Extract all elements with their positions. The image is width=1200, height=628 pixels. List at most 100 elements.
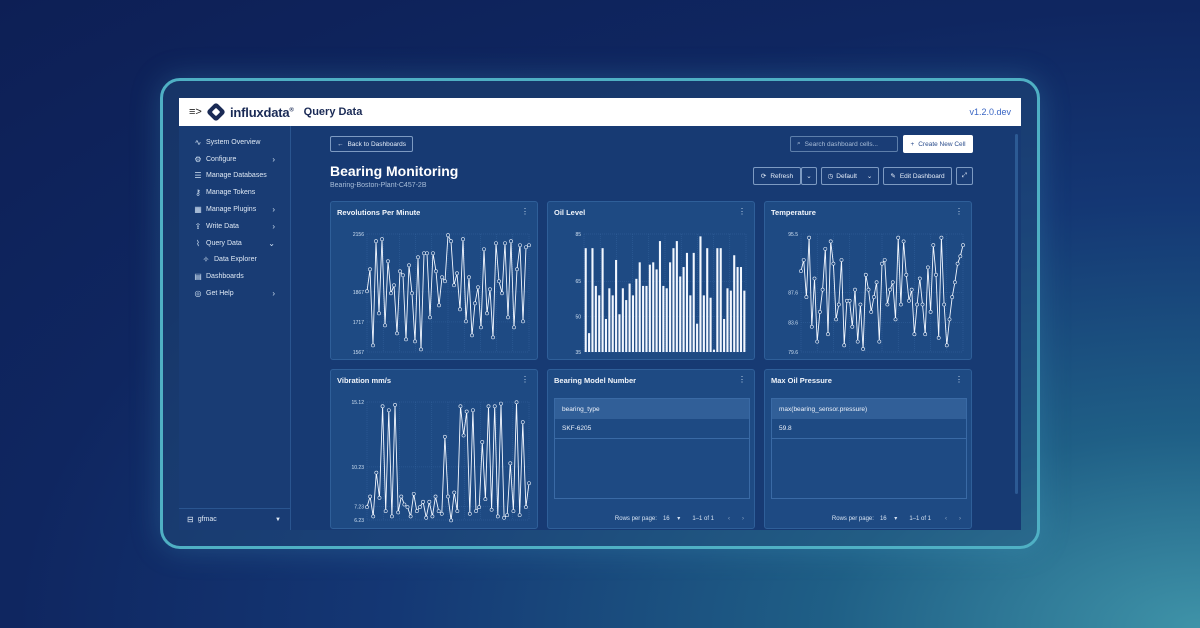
data-point[interactable] [488,287,492,292]
data-point[interactable] [383,323,387,328]
data-point[interactable] [442,434,447,439]
data-point[interactable] [815,339,820,344]
bar[interactable] [588,333,591,352]
more-vertical-icon[interactable]: ⋮ [521,207,529,216]
bar[interactable] [625,300,628,352]
data-point[interactable] [863,272,868,277]
bar[interactable] [655,269,658,352]
data-point[interactable] [410,291,414,296]
data-point[interactable] [427,499,432,504]
data-point[interactable] [396,510,401,515]
data-point[interactable] [436,509,441,514]
data-point[interactable] [486,404,491,409]
data-point[interactable] [818,310,822,314]
data-point[interactable] [452,490,457,495]
fullscreen-button[interactable]: ⤢ [956,167,973,185]
bar[interactable] [685,252,689,352]
bar[interactable] [733,255,736,352]
data-point[interactable] [446,494,450,499]
data-point[interactable] [368,494,373,499]
sidebar-item-get-help[interactable]: ◎ Get Help › [179,285,290,302]
data-point[interactable] [527,481,531,486]
data-point[interactable] [464,409,469,414]
bar[interactable] [598,295,601,352]
data-point[interactable] [506,315,510,320]
data-point[interactable] [882,258,887,262]
data-point[interactable] [443,279,447,284]
data-point[interactable] [961,243,965,248]
data-point[interactable] [495,514,500,519]
data-point[interactable] [437,303,441,308]
data-point[interactable] [489,507,494,512]
data-point[interactable] [515,267,519,272]
data-point[interactable] [380,237,384,242]
bar[interactable] [648,264,651,352]
data-point[interactable] [866,287,871,292]
bar[interactable] [658,241,662,352]
data-point[interactable] [950,295,955,299]
bar[interactable] [631,295,635,352]
rows-per-page-select[interactable]: 16 ▾ [879,516,898,522]
data-point[interactable] [898,302,903,307]
data-point[interactable] [421,499,425,504]
bar[interactable] [709,297,712,352]
bar[interactable] [635,278,638,352]
data-point[interactable] [392,283,396,288]
bar[interactable] [679,276,682,352]
next-page-icon[interactable]: › [742,515,744,522]
data-point[interactable] [874,280,879,285]
data-point[interactable] [491,335,495,340]
data-point[interactable] [492,404,497,409]
more-vertical-icon[interactable]: ⋮ [738,207,746,216]
bar[interactable] [601,248,604,352]
bar[interactable] [645,285,648,352]
data-point[interactable] [365,289,369,294]
bar[interactable] [692,252,695,352]
data-point[interactable] [390,514,394,519]
data-point[interactable] [474,509,478,514]
data-point[interactable] [809,324,814,329]
bar[interactable] [739,267,743,352]
refresh-interval-dropdown[interactable]: ⌄ [801,167,817,185]
data-point[interactable] [430,514,435,519]
collapse-menu-icon[interactable]: ≡> [189,105,202,118]
data-point[interactable] [925,265,930,270]
data-point[interactable] [872,295,876,299]
data-point[interactable] [524,245,528,250]
data-point[interactable] [371,514,376,519]
prev-page-icon[interactable]: ‹ [728,515,730,522]
data-point[interactable] [455,509,460,514]
sidebar-item-system-overview[interactable]: ∿ System Overview [179,134,290,151]
data-point[interactable] [374,470,379,475]
edit-dashboard-button[interactable]: ✎ Edit Dashboard [883,167,952,185]
data-point[interactable] [928,310,933,314]
data-point[interactable] [482,247,486,252]
time-range-dropdown[interactable]: ◷ Default ⌄ [821,167,879,185]
data-point[interactable] [413,339,417,344]
data-point[interactable] [411,491,416,496]
data-point[interactable] [497,279,501,284]
data-point[interactable] [939,235,944,240]
data-point[interactable] [523,505,528,510]
bar[interactable] [591,248,594,352]
data-point[interactable] [896,235,901,240]
data-point[interactable] [847,298,852,303]
sidebar-item-query-data[interactable]: ⌇ Query Data ⌄ [179,235,290,252]
sidebar-item-manage-databases[interactable]: ☰ Manage Databases [179,168,290,185]
data-point[interactable] [449,239,453,244]
data-point[interactable] [470,333,474,338]
bar[interactable] [719,248,722,352]
bar[interactable] [726,288,729,352]
data-point[interactable] [402,502,407,507]
data-point[interactable] [433,494,438,499]
data-point[interactable] [455,271,459,276]
data-point[interactable] [861,347,866,351]
data-point[interactable] [377,495,382,500]
data-point[interactable] [399,494,404,499]
data-point[interactable] [880,261,884,266]
bar[interactable] [669,262,672,352]
bar[interactable] [652,262,655,352]
bar[interactable] [611,295,614,352]
data-point[interactable] [483,497,488,502]
data-point[interactable] [823,246,828,251]
